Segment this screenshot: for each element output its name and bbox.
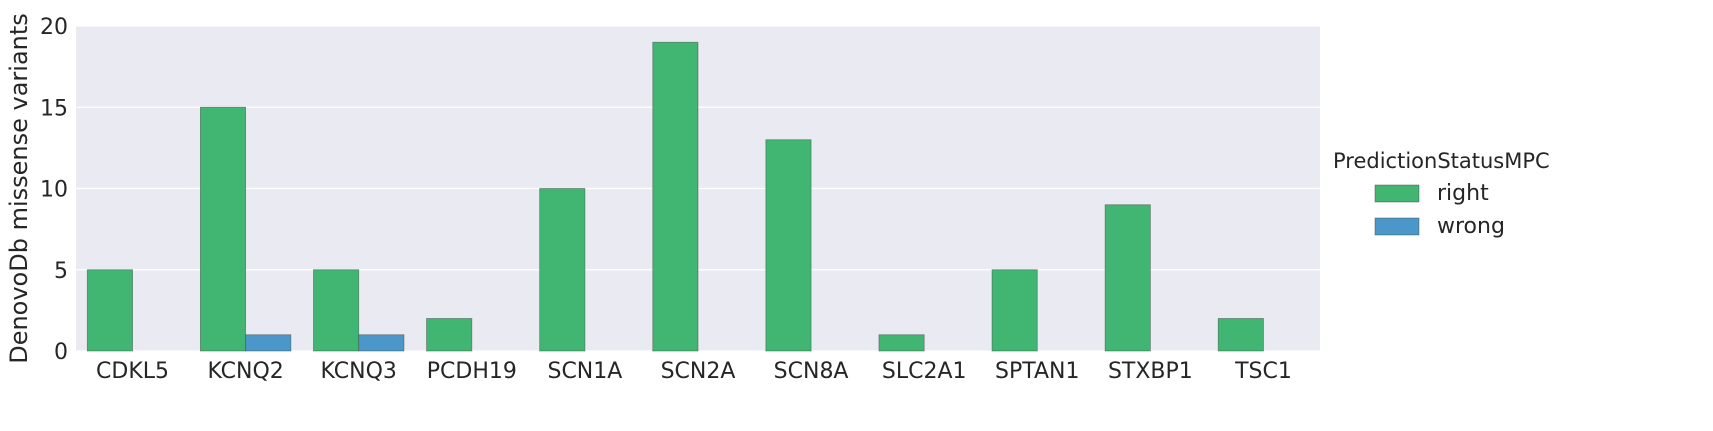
bar-wrong	[245, 334, 292, 352]
x-tick-label: KCNQ2	[207, 359, 283, 384]
bar-right	[426, 318, 473, 352]
y-tick-label: 15	[40, 96, 68, 121]
x-tick-label: SCN1A	[547, 359, 622, 384]
y-axis-label: DenovoDb missense variants	[5, 13, 33, 364]
x-tick-label: SCN2A	[661, 359, 736, 384]
legend-swatch-right	[1374, 184, 1420, 203]
x-tick-label: KCNQ3	[321, 359, 397, 384]
y-tick-label: 0	[54, 340, 68, 365]
bar-wrong	[358, 334, 405, 352]
bars	[86, 41, 1264, 352]
bar-right	[1104, 204, 1151, 352]
bar-right	[199, 106, 247, 352]
x-tick-label: SCN8A	[774, 359, 849, 384]
x-axis-ticks: CDKL5 KCNQ2 KCNQ3 PCDH19 SCN1A SCN2A SCN8A SLC2…	[96, 359, 1292, 384]
y-tick-label: 20	[40, 15, 68, 40]
legend-label-right: right	[1437, 181, 1489, 206]
bar-right	[991, 269, 1038, 352]
y-axis-ticks: 0 5 10 15 20	[40, 15, 68, 365]
bar-right	[313, 269, 360, 352]
x-tick-label: PCDH19	[427, 359, 517, 384]
x-tick-label: SPTAN1	[995, 359, 1079, 384]
bar-right	[878, 334, 925, 352]
bar-right	[86, 269, 133, 352]
bar-right	[765, 139, 812, 352]
legend-swatch-wrong	[1374, 217, 1420, 236]
bar-right	[1217, 318, 1264, 352]
x-tick-label: CDKL5	[96, 359, 169, 384]
x-tick-label: SLC2A1	[882, 359, 967, 384]
bar-right	[539, 188, 586, 352]
bar-right	[652, 41, 699, 352]
legend-title: PredictionStatusMPC	[1333, 149, 1550, 173]
y-tick-label: 5	[54, 259, 68, 284]
x-tick-label: TSC1	[1234, 359, 1292, 384]
legend: PredictionStatusMPC right wrong	[1333, 149, 1550, 239]
y-tick-label: 10	[40, 178, 68, 203]
legend-label-wrong: wrong	[1437, 214, 1505, 239]
x-tick-label: STXBP1	[1108, 359, 1193, 384]
